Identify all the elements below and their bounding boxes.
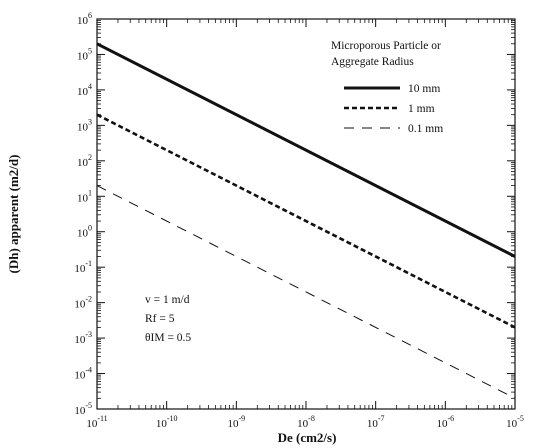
x-tick-label-base: 10 xyxy=(156,418,168,430)
plot-frame-group xyxy=(96,18,516,410)
series-line-2 xyxy=(96,113,516,329)
y-tick-label: 103 xyxy=(77,117,92,133)
y-tick-label-exponent: 4 xyxy=(88,82,92,91)
y-tick-label-base: 10 xyxy=(77,192,89,204)
x-tick-label-base: 10 xyxy=(506,418,518,430)
x-tick-label-exponent: -9 xyxy=(238,414,245,423)
x-tick-label: 10-11 xyxy=(86,414,107,430)
y-tick-label: 101 xyxy=(77,188,92,204)
y-tick-label-exponent: 5 xyxy=(88,46,92,55)
y-tick-label-exponent: 2 xyxy=(88,153,92,162)
series-line-1 xyxy=(96,42,516,258)
x-tick-label: 10-9 xyxy=(227,414,245,430)
x-tick-label-exponent: -8 xyxy=(308,414,315,423)
legend-entries: 10 mm 1 mm 0.1 mm xyxy=(344,83,443,135)
y-tick-label-exponent: -4 xyxy=(85,366,92,375)
y-tick-label-exponent: 3 xyxy=(88,117,92,126)
series-lines xyxy=(96,42,516,399)
x-tick-label-exponent: -7 xyxy=(378,414,385,423)
x-tick-label-exponent: -5 xyxy=(517,414,524,423)
annotation-velocity: v = 1 m/d xyxy=(145,294,190,306)
x-tick-label-base: 10 xyxy=(227,418,239,430)
y-tick-label-base: 10 xyxy=(77,15,89,27)
y-tick-label-base: 10 xyxy=(77,157,89,169)
y-tick-label: 106 xyxy=(77,11,92,27)
x-tick-label: 10-8 xyxy=(297,414,315,430)
y-tick-label-base: 10 xyxy=(74,334,86,346)
y-tick-label-base: 10 xyxy=(77,50,89,62)
legend-title-line-2: Aggregate Radius xyxy=(331,56,414,68)
y-tick-label-exponent: -3 xyxy=(85,330,92,339)
y-tick-label-exponent: 1 xyxy=(88,188,92,197)
legend: Microporous Particle or Aggregate Radius… xyxy=(331,40,443,135)
y-tick-label-exponent: 6 xyxy=(88,11,92,20)
y-tick-label-base: 10 xyxy=(77,86,89,98)
legend-label-3: 0.1 mm xyxy=(408,123,443,135)
y-tick-label: 10-1 xyxy=(74,259,92,275)
x-tick-label: 10-5 xyxy=(506,414,524,430)
plot-frame xyxy=(96,18,516,410)
y-tick-label-base: 10 xyxy=(74,263,86,275)
y-axis-ticks: 10610510410310210110010-110-210-310-410-… xyxy=(74,11,515,417)
annotation-theta: θIM = 0.5 xyxy=(145,332,191,344)
y-tick-label: 10-4 xyxy=(74,366,92,382)
x-tick-label-base: 10 xyxy=(297,418,309,430)
y-tick-label-base: 10 xyxy=(77,121,89,133)
x-tick-label-base: 10 xyxy=(86,418,98,430)
x-axis-title: De (cm2/s) xyxy=(278,430,337,445)
x-tick-label-base: 10 xyxy=(436,418,448,430)
x-tick-label: 10-7 xyxy=(367,414,385,430)
x-tick-label: 10-6 xyxy=(436,414,454,430)
y-tick-label-exponent: 0 xyxy=(88,224,92,233)
y-tick-label-exponent: -2 xyxy=(85,295,92,304)
y-tick-label-exponent: -1 xyxy=(85,259,92,268)
y-tick-label-base: 10 xyxy=(77,228,89,240)
legend-label-1: 10 mm xyxy=(408,83,440,95)
x-tick-label-exponent: -10 xyxy=(167,414,178,423)
series-line-3 xyxy=(96,185,516,399)
y-tick-label-base: 10 xyxy=(74,370,86,382)
legend-label-2: 1 mm xyxy=(408,103,435,115)
y-tick-label-base: 10 xyxy=(74,405,86,417)
y-tick-label: 10-3 xyxy=(74,330,92,346)
x-tick-label: 10-10 xyxy=(156,414,178,430)
y-tick-label: 10-2 xyxy=(74,295,92,311)
y-tick-label: 105 xyxy=(77,46,92,62)
x-tick-label-base: 10 xyxy=(367,418,379,430)
y-tick-label: 10-5 xyxy=(74,401,92,417)
y-tick-label-exponent: -5 xyxy=(85,401,92,410)
legend-title-line-1: Microporous Particle or xyxy=(331,40,441,52)
annotation-retardation: Rf = 5 xyxy=(145,313,175,325)
y-tick-label: 100 xyxy=(77,224,92,240)
y-tick-label: 102 xyxy=(77,153,92,169)
x-tick-label-exponent: -6 xyxy=(447,414,454,423)
y-axis-title: (Dh) apparent (m2/d) xyxy=(6,155,21,274)
y-tick-label: 104 xyxy=(77,82,92,98)
x-axis-ticks: 10-11 10-10 10-9 10-8 10-7 10-6 10-5 xyxy=(86,19,524,430)
x-tick-label-exponent: -11 xyxy=(97,414,107,423)
y-tick-label-base: 10 xyxy=(74,299,86,311)
parameter-annotations: v = 1 m/d Rf = 5 θIM = 0.5 xyxy=(145,294,191,344)
